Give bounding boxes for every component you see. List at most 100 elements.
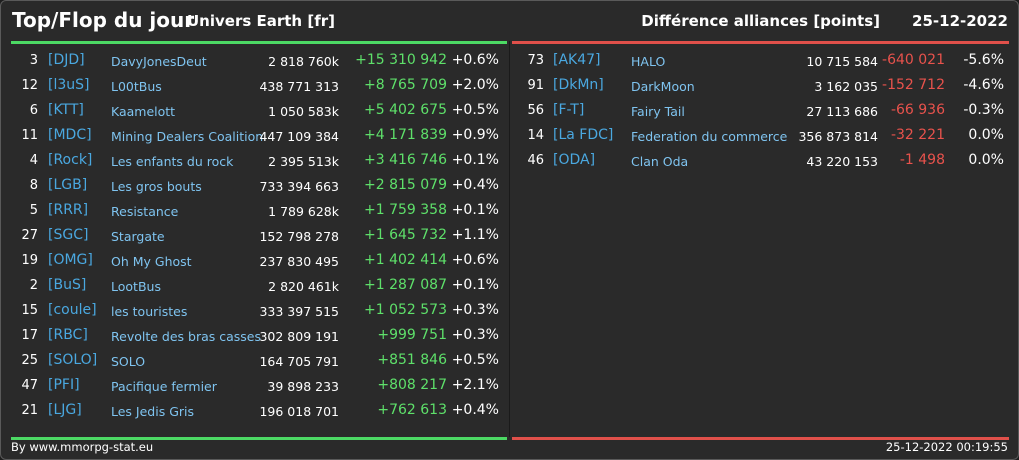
rank: 73 xyxy=(527,53,544,68)
rank: 11 xyxy=(21,128,38,143)
alliance-name[interactable]: Les Jedis Gris xyxy=(111,404,195,419)
alliance-tag[interactable]: [DkMn] xyxy=(553,77,604,93)
points-diff: +1 287 087 xyxy=(364,277,447,293)
top-row: 8 [LGB] Les gros bouts 733 394 663 +2 815 07… xyxy=(11,175,507,197)
percent-change: +0.1% xyxy=(451,152,499,168)
alliance-tag[interactable]: [OMG] xyxy=(48,252,93,268)
percent-change: 0.0% xyxy=(968,127,1004,143)
alliance-name[interactable]: Pacifique fermier xyxy=(111,379,217,394)
flop-row: 91 [DkMn] DarkMoon 3 162 035 -152 712 -4.6% xyxy=(512,75,1009,97)
alliance-tag[interactable]: [La FDC] xyxy=(553,127,614,143)
flop-row: 56 [F-T] Fairy Tail 27 113 686 -66 936 -0.3% xyxy=(512,100,1009,122)
rank: 91 xyxy=(527,78,544,93)
alliance-tag[interactable]: [SGC] xyxy=(48,227,89,243)
alliance-tag[interactable]: [l3uS] xyxy=(48,77,90,93)
alliance-tag[interactable]: [RRR] xyxy=(48,202,89,218)
top-row: 17 [RBC] Revolte des bras casses 302 809 19… xyxy=(11,325,507,347)
alliance-points: 43 220 153 xyxy=(806,154,878,169)
top-row: 21 [LJG] Les Jedis Gris 196 018 701 +762 613… xyxy=(11,400,507,422)
points-diff: +851 846 xyxy=(377,352,447,368)
alliance-tag[interactable]: [SOLO] xyxy=(48,352,98,368)
points-diff: -66 936 xyxy=(890,102,945,118)
alliance-tag[interactable]: [PFI] xyxy=(48,377,80,393)
percent-change: 0.0% xyxy=(968,152,1004,168)
rank: 15 xyxy=(21,303,38,318)
rank: 14 xyxy=(527,128,544,143)
alliance-name[interactable]: LootBus xyxy=(111,279,161,294)
alliance-name[interactable]: HALO xyxy=(631,54,666,69)
points-diff: -640 021 xyxy=(882,52,945,68)
alliance-tag[interactable]: [Rock] xyxy=(48,152,93,168)
rank: 17 xyxy=(21,328,38,343)
section-title: Différence alliances [points] xyxy=(641,12,880,30)
points-diff: +3 416 746 xyxy=(364,152,447,168)
percent-change: +0.1% xyxy=(451,277,499,293)
points-diff: +5 402 675 xyxy=(364,102,447,118)
alliance-name[interactable]: Federation du commerce xyxy=(631,129,788,144)
points-diff: -32 221 xyxy=(890,127,945,143)
points-diff: +1 645 732 xyxy=(364,227,447,243)
top-row: 5 [RRR] Resistance 1 789 628k +1 759 358 +0.1… xyxy=(11,200,507,222)
alliance-tag[interactable]: [ODA] xyxy=(553,152,596,168)
alliance-points: 10 715 584 xyxy=(806,54,878,69)
alliance-tag[interactable]: [LGB] xyxy=(48,177,88,193)
alliance-tag[interactable]: [DJD] xyxy=(48,52,85,68)
header: Top/Flop du jour Univers Earth [fr] Diff… xyxy=(1,1,1018,41)
alliance-name[interactable]: Mining Dealers Coalition xyxy=(111,129,264,144)
alliance-tag[interactable]: [F-T] xyxy=(553,102,585,118)
alliance-points: 3 162 035 xyxy=(814,79,878,94)
alliance-points: 356 873 814 xyxy=(798,129,878,144)
alliance-tag[interactable]: [LJG] xyxy=(48,402,82,418)
alliance-tag[interactable]: [RBC] xyxy=(48,327,88,343)
alliance-name[interactable]: Resistance xyxy=(111,204,179,219)
alliance-points: 237 830 495 xyxy=(259,254,339,269)
top-row: 4 [Rock] Les enfants du rock 2 395 513k +3 4… xyxy=(11,150,507,172)
header-date: 25-12-2022 xyxy=(912,12,1008,30)
alliance-name[interactable]: SOLO xyxy=(111,354,146,369)
alliance-tag[interactable]: [MDC] xyxy=(48,127,92,143)
alliance-name[interactable]: Stargate xyxy=(111,229,165,244)
rank: 12 xyxy=(21,78,38,93)
points-diff: -1 498 xyxy=(899,152,945,168)
alliance-points: 1 789 628k xyxy=(268,204,339,219)
percent-change: +0.9% xyxy=(451,127,499,143)
alliance-name[interactable]: Les gros bouts xyxy=(111,179,202,194)
percent-change: +0.3% xyxy=(451,327,499,343)
points-diff: +15 310 942 xyxy=(355,52,447,68)
source-credit[interactable]: By www.mmorpg-stat.eu xyxy=(11,440,154,454)
top-alliances-panel: 3 [DJD] DavyJonesDeut 2 818 760k +15 310 942… xyxy=(11,41,507,440)
percent-change: -4.6% xyxy=(963,77,1004,93)
flop-alliances-panel: 73 [AK47] HALO 10 715 584 -640 021 -5.6% 91 [Dk… xyxy=(512,41,1009,440)
alliance-points: 164 705 791 xyxy=(259,354,339,369)
alliance-name[interactable]: Les enfants du rock xyxy=(111,154,234,169)
alliance-tag[interactable]: [BuS] xyxy=(48,277,87,293)
rank: 19 xyxy=(21,253,38,268)
alliance-tag[interactable]: [KTT] xyxy=(48,102,84,118)
rank: 47 xyxy=(21,378,38,393)
alliance-name[interactable]: Fairy Tail xyxy=(631,104,685,119)
alliance-points: 152 798 278 xyxy=(259,229,339,244)
percent-change: +0.4% xyxy=(451,402,499,418)
points-diff: +2 815 079 xyxy=(364,177,447,193)
points-diff: +762 613 xyxy=(377,402,447,418)
alliance-name[interactable]: L00tBus xyxy=(111,79,162,94)
alliance-name[interactable]: DavyJonesDeut xyxy=(111,54,207,69)
rank: 6 xyxy=(29,103,38,118)
alliance-name[interactable]: DarkMoon xyxy=(631,79,695,94)
panel-divider xyxy=(509,41,510,437)
alliance-points: 333 397 515 xyxy=(259,304,339,319)
rank: 25 xyxy=(21,353,38,368)
alliance-tag[interactable]: [coule] xyxy=(48,302,97,318)
alliance-tag[interactable]: [AK47] xyxy=(553,52,601,68)
alliance-name[interactable]: Kaamelott xyxy=(111,104,176,119)
alliance-name[interactable]: les touristes xyxy=(111,304,188,319)
alliance-name[interactable]: Oh My Ghost xyxy=(111,254,192,269)
points-diff: +1 759 358 xyxy=(364,202,447,218)
alliance-name[interactable]: Revolte des bras casses xyxy=(111,329,261,344)
alliance-points: 2 820 461k xyxy=(268,279,339,294)
rank: 2 xyxy=(29,278,38,293)
alliance-name[interactable]: Clan Oda xyxy=(631,154,689,169)
rank: 27 xyxy=(21,228,38,243)
flop-row: 73 [AK47] HALO 10 715 584 -640 021 -5.6% xyxy=(512,50,1009,72)
